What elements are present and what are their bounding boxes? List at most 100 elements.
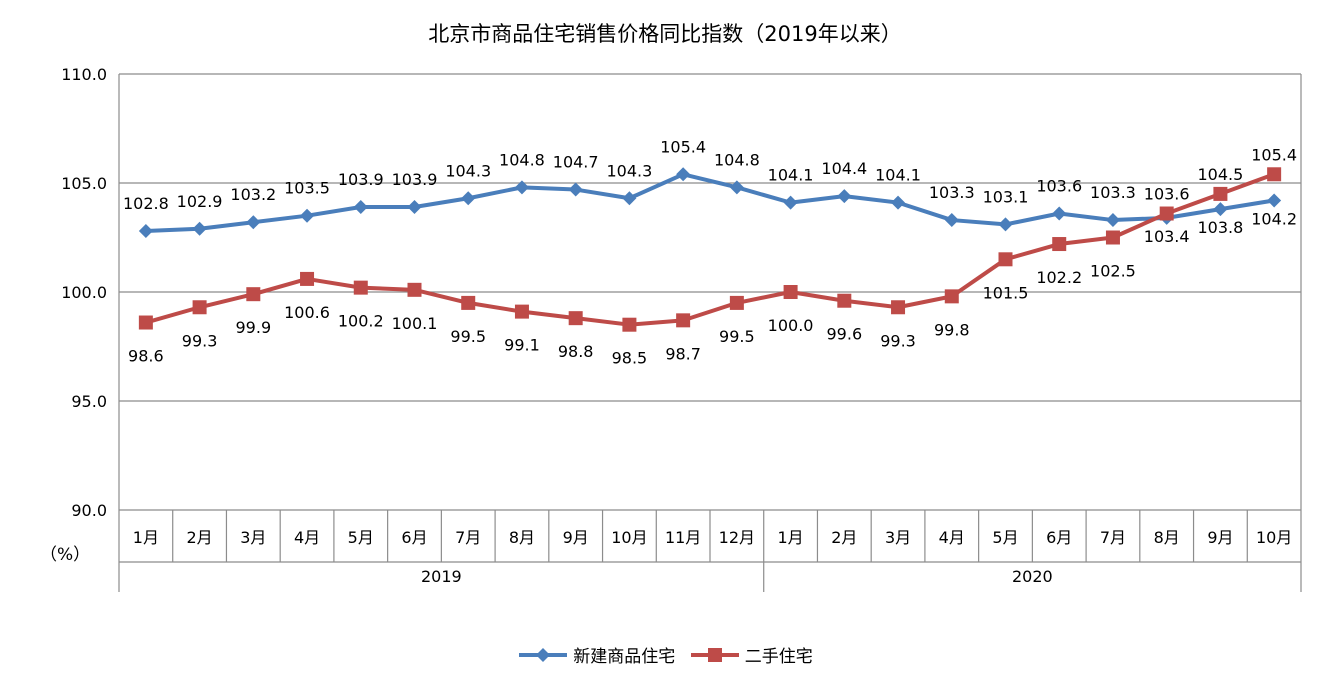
data-point-second-hand	[1105, 230, 1120, 245]
series-line-new-homes	[145, 172, 1275, 233]
data-point-second-hand	[1159, 206, 1174, 221]
x-tick-label: 7月	[1100, 528, 1126, 547]
data-point-new-homes	[192, 221, 207, 236]
data-point-new-homes	[407, 199, 422, 214]
x-tick-label: 5月	[992, 528, 1018, 547]
x-tick-label: 10月	[1256, 528, 1292, 547]
data-point-second-hand	[1267, 167, 1282, 182]
x-tick-label: 12月	[719, 528, 755, 547]
legend-item-second-hand: 二手住宅	[689, 642, 813, 667]
data-label-new-homes: 104.7	[553, 153, 599, 172]
data-point-new-homes	[729, 180, 744, 195]
data-point-new-homes	[353, 199, 368, 214]
data-point-second-hand	[246, 287, 261, 302]
data-label-new-homes: 104.8	[499, 150, 545, 169]
data-point-second-hand	[1052, 237, 1067, 252]
data-point-second-hand	[514, 304, 529, 319]
data-label-new-homes: 103.3	[929, 183, 975, 202]
y-tick-label: 110.0	[61, 65, 107, 84]
y-tick-label: 90.0	[71, 501, 107, 520]
x-tick-label: 6月	[1046, 528, 1072, 547]
data-label-new-homes: 103.4	[1144, 227, 1190, 246]
data-label-new-homes: 104.1	[768, 166, 814, 185]
data-label-second-hand: 99.5	[450, 327, 486, 346]
square-line-icon	[690, 647, 739, 662]
data-label-new-homes: 104.3	[607, 161, 653, 180]
data-label-second-hand: 98.8	[558, 342, 594, 361]
data-label-new-homes: 104.2	[1251, 209, 1297, 228]
data-point-new-homes	[1052, 206, 1067, 221]
data-point-new-homes	[837, 189, 852, 204]
y-axis-unit: （%）	[40, 545, 91, 565]
x-tick-label: 11月	[665, 528, 701, 547]
data-point-new-homes	[1267, 193, 1282, 208]
y-tick-label: 100.0	[61, 283, 107, 302]
data-label-second-hand: 99.1	[504, 336, 540, 355]
data-point-new-homes	[461, 191, 476, 206]
data-point-second-hand	[729, 295, 744, 310]
x-tick-label: 1月	[777, 528, 803, 547]
data-point-second-hand	[138, 315, 153, 330]
data-point-second-hand	[783, 285, 798, 299]
x-tick-label: 2月	[831, 528, 857, 547]
x-tick-label: 4月	[939, 528, 965, 547]
data-label-new-homes: 103.6	[1036, 177, 1082, 196]
data-point-new-homes	[1105, 213, 1120, 228]
data-label-new-homes: 105.4	[660, 137, 706, 156]
data-label-new-homes: 102.8	[123, 194, 169, 213]
data-label-new-homes: 103.9	[338, 170, 384, 189]
data-label-new-homes: 103.5	[284, 179, 330, 198]
data-label-second-hand: 100.6	[284, 303, 330, 322]
data-label-second-hand: 101.5	[983, 283, 1029, 302]
legend-label-new-homes: 新建商品住宅	[573, 647, 676, 667]
data-point-new-homes	[998, 217, 1013, 232]
data-point-second-hand	[461, 295, 476, 310]
x-tick-label: 4月	[294, 528, 320, 547]
data-label-new-homes: 104.3	[445, 161, 491, 180]
data-point-second-hand	[891, 300, 906, 315]
data-label-second-hand: 99.5	[719, 327, 755, 346]
data-label-second-hand: 99.3	[182, 331, 218, 350]
data-point-new-homes	[783, 195, 798, 210]
data-point-second-hand	[353, 280, 368, 295]
data-label-new-homes: 103.8	[1198, 218, 1244, 237]
data-label-new-homes: 103.9	[392, 170, 438, 189]
data-label-second-hand: 104.5	[1198, 165, 1244, 184]
data-point-new-homes	[891, 195, 906, 210]
x-tick-label: 5月	[348, 528, 374, 547]
x-tick-label: 7月	[455, 528, 481, 547]
data-label-second-hand: 99.6	[827, 325, 863, 344]
data-label-new-homes: 103.2	[230, 185, 276, 204]
series-line-second-hand	[145, 172, 1275, 327]
data-point-second-hand	[568, 311, 583, 326]
data-label-second-hand: 102.5	[1090, 262, 1136, 281]
data-point-new-homes	[622, 191, 637, 206]
year-label: 2019	[421, 567, 462, 586]
data-label-new-homes: 103.3	[1090, 183, 1136, 202]
x-tick-label: 2月	[186, 528, 212, 547]
data-point-second-hand	[622, 317, 637, 332]
data-point-new-homes	[514, 180, 529, 195]
data-label-second-hand: 102.2	[1036, 268, 1082, 287]
x-tick-label: 3月	[240, 528, 266, 547]
legend: 新建商品住宅 二手住宅	[0, 642, 1330, 668]
year-label: 2020	[1012, 567, 1053, 586]
x-tick-label: 8月	[1154, 528, 1180, 547]
data-label-second-hand: 103.6	[1144, 185, 1190, 204]
y-tick-label: 95.0	[71, 392, 107, 411]
x-tick-label: 6月	[401, 528, 427, 547]
data-label-second-hand: 100.0	[768, 316, 814, 335]
data-point-new-homes	[300, 208, 315, 223]
data-point-new-homes	[676, 167, 691, 182]
data-label-second-hand: 98.5	[612, 349, 648, 368]
data-point-second-hand	[192, 300, 207, 315]
data-label-second-hand: 105.4	[1251, 145, 1297, 164]
data-label-new-homes: 104.1	[875, 166, 921, 185]
data-point-second-hand	[944, 289, 959, 304]
data-point-new-homes	[1213, 202, 1228, 217]
chart-title: 北京市商品住宅销售价格同比指数（2019年以来）	[428, 22, 902, 46]
legend-item-new-homes: 新建商品住宅	[517, 642, 675, 667]
legend-label-second-hand: 二手住宅	[744, 647, 813, 667]
data-point-new-homes	[568, 182, 583, 197]
